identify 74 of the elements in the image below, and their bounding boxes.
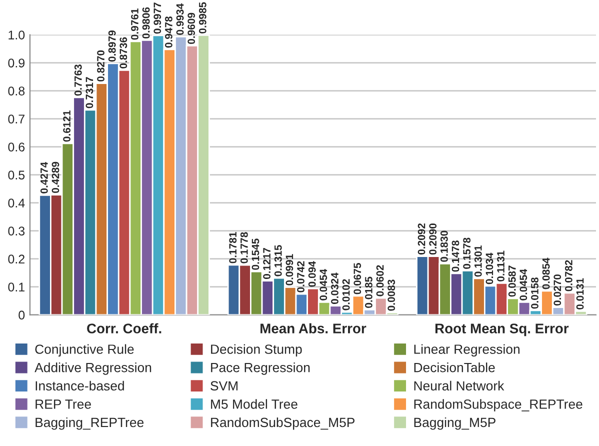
- data-label: 0.7317: [86, 77, 94, 108]
- y-tick-label: 0.6: [8, 142, 25, 152]
- data-label: 0.0185: [365, 276, 372, 308]
- legend-label: Additive Regression: [34, 362, 152, 375]
- data-label: 0.0324: [331, 272, 338, 304]
- data-label: 0.9985: [198, 2, 206, 34]
- data-label: 0.9609: [188, 12, 196, 44]
- y-tick-label: 0.5: [8, 170, 25, 180]
- data-label: 0.0270: [554, 274, 562, 306]
- legend-label: RandomSubSpace_M5P: [211, 417, 354, 430]
- data-label: 0.0742: [297, 261, 304, 292]
- y-tick-label: 0.8: [8, 86, 25, 96]
- y-tick-label: 0.9: [8, 58, 24, 68]
- legend-label: RandomSubspace_REPTree: [414, 399, 582, 412]
- legend-label: Bagging_M5P: [414, 417, 496, 430]
- data-label: 0.9934: [176, 3, 184, 35]
- data-label: 0.1217: [263, 248, 270, 279]
- legend-label: DecisionTable: [414, 362, 495, 372]
- data-label: 0.8270: [97, 50, 104, 82]
- y-tick-label: 0.7: [8, 114, 24, 124]
- data-label: 0.1478: [452, 240, 460, 272]
- data-label: 0.0454: [320, 268, 328, 300]
- legend-label: Conjunctive Rule: [35, 344, 134, 357]
- data-label: 0.0102: [342, 279, 350, 310]
- data-label: 0.8979: [108, 30, 116, 62]
- data-label: 0.9806: [142, 7, 150, 38]
- y-tick-label: 0.3: [8, 226, 25, 236]
- data-label: 0.0587: [508, 266, 516, 297]
- legend-label: SVM: [210, 381, 238, 391]
- legend-label: Neural Network: [414, 380, 504, 391]
- data-label: 0.1781: [229, 232, 237, 264]
- data-label: 0.8736: [120, 37, 128, 68]
- data-label: 0.0854: [542, 258, 550, 290]
- y-tick-label: 1.0: [8, 30, 25, 40]
- legend-label: Pace Regression: [211, 362, 310, 375]
- data-label: 0.0991: [286, 254, 294, 286]
- data-label: 0.0158: [531, 278, 538, 309]
- y-tick-label: 0.2: [8, 254, 24, 264]
- data-label: 0.1830: [440, 230, 448, 262]
- y-tick-label: 0.4: [8, 198, 25, 208]
- data-label: 0.4274: [40, 162, 48, 194]
- data-label: 0.9478: [164, 16, 172, 48]
- legend-label: Decision Stump: [211, 344, 302, 357]
- data-label: 0.1315: [274, 245, 282, 276]
- y-tick-label: 0: [18, 310, 25, 320]
- data-label: 0.0675: [354, 263, 362, 294]
- legend-label: REP Tree: [36, 400, 91, 409]
- legend-label: Bagging_REPTree: [36, 417, 144, 430]
- data-label: 0.1034: [486, 252, 494, 284]
- data-label: 0.0131: [576, 278, 584, 310]
- data-label: 0.7763: [74, 64, 82, 96]
- data-label: 0.2090: [429, 224, 437, 255]
- data-label: 0.9977: [154, 2, 162, 34]
- data-label: 0.1131: [497, 250, 504, 282]
- x-tick-label: Mean Abs. Error: [260, 323, 366, 334]
- data-label: 0.9761: [131, 8, 138, 40]
- data-label: 0.6121: [63, 110, 70, 142]
- data-label: 0.0454: [520, 268, 528, 300]
- data-label: 0.1778: [240, 232, 248, 264]
- x-tick-label: Corr. Coeff.: [87, 323, 162, 334]
- legend-label: Linear Regression: [414, 344, 520, 357]
- legend-label: M5 Model Tree: [211, 399, 298, 409]
- data-label: 0.1545: [252, 238, 260, 270]
- data-label: 0.2092: [418, 223, 426, 254]
- data-label: 0.4289: [52, 162, 60, 193]
- data-label: 0.0083: [388, 280, 396, 311]
- data-label: 0.1578: [463, 238, 470, 269]
- data-label: 0.094: [308, 261, 316, 287]
- y-tick-label: 0.1: [8, 282, 24, 292]
- legend-label: Instance-based: [36, 380, 124, 391]
- data-label: 0.0782: [565, 260, 572, 292]
- data-label: 0.1301: [474, 245, 482, 277]
- data-label: 0.0602: [376, 265, 384, 296]
- x-tick-label: Root Mean Sq. Error: [435, 324, 569, 336]
